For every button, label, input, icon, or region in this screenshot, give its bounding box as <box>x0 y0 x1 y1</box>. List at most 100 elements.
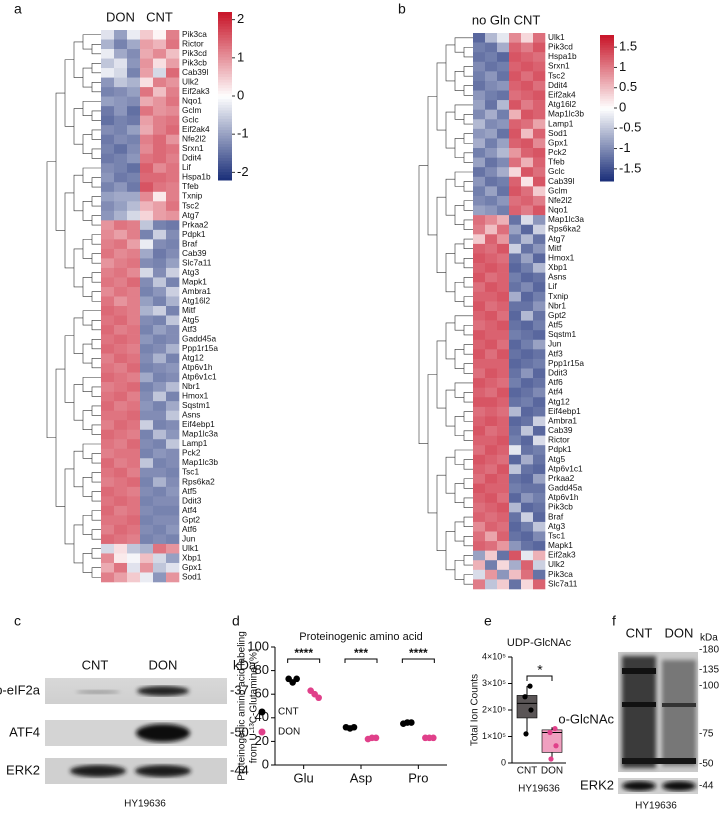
heatmap-cell <box>473 521 486 532</box>
row-label: Eif4ebp1 <box>548 406 581 416</box>
heatmap-cell <box>114 496 128 507</box>
heatmap-cell <box>509 454 522 465</box>
heatmap-cell <box>127 68 141 78</box>
heatmap-cell <box>153 505 167 516</box>
dendrogram-branch <box>91 215 101 226</box>
heatmap-cell <box>101 515 115 526</box>
colorbar-segment <box>600 42 614 46</box>
heatmap-cell <box>521 550 534 561</box>
heatmap-cell <box>473 378 486 388</box>
row-label: Prkaa2 <box>548 473 575 483</box>
heatmap-cell <box>140 68 154 78</box>
row-label: Tsc1 <box>548 530 565 540</box>
heatmap-cell <box>509 358 522 369</box>
row-label: Srxn1 <box>182 143 204 153</box>
dendrogram-branch <box>436 196 446 273</box>
row-label: Pdpk1 <box>548 444 572 454</box>
heatmap-cell <box>485 80 498 91</box>
heatmap-cell <box>521 330 534 341</box>
colorbar-segment <box>600 71 614 75</box>
heatmap-cell <box>485 464 498 475</box>
heatmap-cell <box>114 306 128 316</box>
heatmap-cell <box>533 109 546 120</box>
colorbar-segment <box>218 129 232 133</box>
marker-label: -135 <box>699 665 719 676</box>
y-tick-label: 0 <box>262 756 269 771</box>
heatmap-cell <box>509 521 522 532</box>
heatmap-cell <box>497 330 510 341</box>
colorbar-segment <box>600 122 614 126</box>
heatmap-cell <box>153 106 167 116</box>
lane-label: DON <box>665 625 694 640</box>
heatmap-cell <box>509 176 522 187</box>
dendrogram-branch <box>463 277 473 288</box>
heatmap-cell <box>153 49 167 59</box>
dendrogram-branch <box>64 192 74 269</box>
heatmap-cell <box>533 473 546 484</box>
heatmap-cell <box>101 172 115 183</box>
heatmap-cell <box>473 224 486 235</box>
y-axis-label: Total Ion Counts <box>470 674 481 746</box>
heatmap-cell <box>127 524 141 535</box>
legend-label: DON <box>278 727 300 738</box>
heatmap-cell <box>153 115 167 126</box>
heatmap-cell <box>101 191 115 202</box>
dendrogram-branch <box>91 148 101 159</box>
heatmap-cell <box>127 286 141 297</box>
row-label: Map1lc3a <box>548 214 584 224</box>
heatmap-cell <box>140 391 154 402</box>
row-label: Atg16l2 <box>182 295 211 305</box>
row-label: Atg12 <box>182 353 204 363</box>
heatmap-cell <box>114 191 128 202</box>
heatmap-cell <box>521 368 534 379</box>
row-label: Nbr1 <box>182 381 200 391</box>
heatmap-cell <box>140 220 154 231</box>
heatmap-cell <box>114 420 128 431</box>
heatmap-cell <box>497 368 510 379</box>
heatmap-cell <box>509 90 522 101</box>
heatmap-cell <box>127 363 141 373</box>
heatmap-cell <box>166 315 180 326</box>
heatmap-cell <box>521 454 534 465</box>
heatmap-cell <box>485 435 498 446</box>
heatmap-cell <box>533 521 546 532</box>
heatmap-cell <box>473 416 486 427</box>
heatmap-cell <box>533 138 546 149</box>
heatmap-cell <box>166 220 180 231</box>
heatmap-cell <box>153 286 167 297</box>
row-label: Atg5 <box>548 454 565 464</box>
heatmap-cell <box>497 224 510 235</box>
heatmap-cell <box>114 68 128 78</box>
heatmap-cell <box>533 541 546 551</box>
colorbar-segment <box>600 161 614 165</box>
heatmap-cell <box>509 291 522 302</box>
heatmap-cell <box>166 77 180 88</box>
heatmap-cell <box>521 473 534 484</box>
heatmap-cell <box>101 163 115 174</box>
heatmap-cell <box>166 125 180 135</box>
heatmap-cell <box>509 138 522 149</box>
heatmap-cell <box>485 397 498 408</box>
row-label: Atg3 <box>182 267 199 277</box>
heatmap-cell <box>153 87 167 97</box>
row-label: Nqo1 <box>548 205 568 215</box>
heatmap-cell <box>521 569 534 580</box>
heatmap-cell <box>521 215 534 226</box>
colorbar-segment <box>600 35 614 38</box>
heatmap-cell <box>485 569 498 580</box>
heatmap-cell <box>114 153 128 164</box>
heatmap-cell <box>101 267 115 278</box>
protein-label: ATF4 <box>9 724 40 739</box>
dendrogram-branch <box>454 349 464 369</box>
y-tick-label: 40 <box>255 709 269 724</box>
colorbar-segment <box>218 112 232 117</box>
heatmap-cell <box>497 531 510 542</box>
heatmap-cell <box>497 358 510 369</box>
heatmap-cell <box>533 550 546 561</box>
heatmap-cell <box>101 572 115 583</box>
row-label: Lamp1 <box>548 118 574 128</box>
heatmap-cell <box>101 258 115 269</box>
heatmap-cell <box>485 176 498 187</box>
colorbar-segment <box>218 149 232 153</box>
heatmap-cell <box>473 483 486 494</box>
